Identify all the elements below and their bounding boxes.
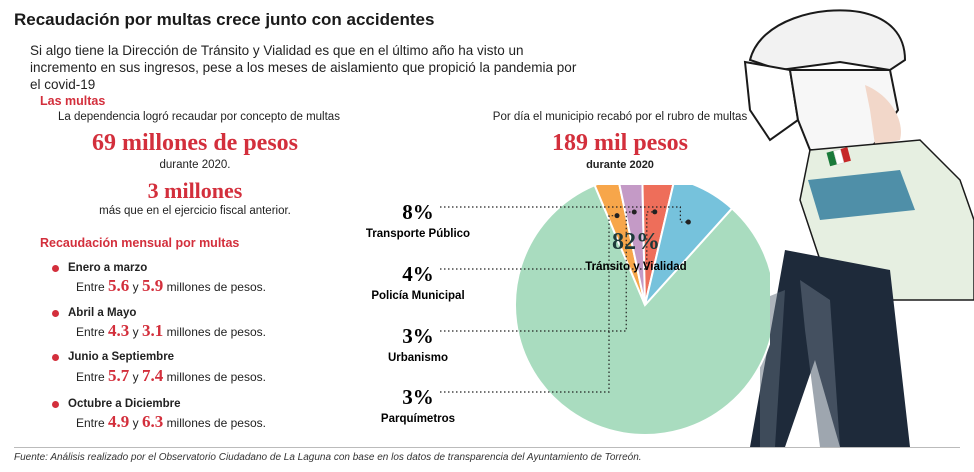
period-range: Entre 4.9 y 6.3 millones de pesos. <box>76 412 266 431</box>
leader-dot <box>614 213 620 219</box>
leader-dot <box>652 209 658 215</box>
pie-chart: 82% Tránsito y Vialidad 8% Transporte Pú… <box>366 185 770 436</box>
slice-value-label: 4% <box>402 262 434 286</box>
slice-category-label: Transporte Público <box>366 228 470 240</box>
period-range: Entre 5.6 y 5.9 millones de pesos. <box>76 276 266 295</box>
bullet-icon <box>52 265 59 272</box>
pie-slices <box>514 185 770 436</box>
slice-category-label: Tránsito y Vialidad <box>585 261 686 273</box>
pie-slice-parquímetros <box>593 185 646 306</box>
period-name: Octubre a Diciembre <box>68 398 181 410</box>
period-name: Enero a marzo <box>68 262 148 274</box>
bullet-icon <box>52 401 59 408</box>
daily-amount: 189 mil pesos <box>551 130 688 156</box>
section-title-mensual: Recaudación mensual por multas <box>40 236 240 250</box>
slice-category-label: Policía Municipal <box>371 290 464 302</box>
slice-category-label: Parquímetros <box>381 413 455 425</box>
right-subtitle: Por día el municipio recabó por el rubro… <box>492 111 748 123</box>
slice-value-label: 82% <box>612 229 660 255</box>
page-title: Recaudación por multas crece junto con a… <box>14 10 435 29</box>
slice-value-label: 8% <box>402 200 434 224</box>
bullet-icon <box>52 354 59 361</box>
leader-line <box>440 215 618 393</box>
pie-slice-transporte-público <box>644 185 734 306</box>
source-note: Fuente: Análisis realizado por el Observ… <box>14 452 642 463</box>
footer-divider <box>14 447 960 448</box>
leader-line <box>440 211 635 332</box>
leader-dot <box>631 209 637 215</box>
period-range: Entre 4.3 y 3.1 millones de pesos. <box>76 321 266 340</box>
slice-value-label: 3% <box>402 324 434 348</box>
period-range: Entre 5.7 y 7.4 millones de pesos. <box>76 366 266 385</box>
pie-leader-lines <box>440 206 691 393</box>
annual-amount: 69 millones de pesos <box>91 130 298 156</box>
period-name: Abril a Mayo <box>68 307 137 319</box>
increase-amount: 3 millones <box>147 178 243 203</box>
annual-amount-note: durante 2020. <box>159 159 231 171</box>
pie-slice-tránsito-y-vialidad <box>514 185 770 436</box>
period-name: Junio a Septiembre <box>68 351 175 363</box>
section-title-las-multas: Las multas <box>40 94 106 108</box>
daily-amount-note: durante 2020 <box>586 159 654 171</box>
intro-text: Si algo tiene la Dirección de Tránsito y… <box>30 43 577 92</box>
increase-amount-note: más que en el ejercicio fiscal anterior. <box>99 205 291 217</box>
traffic-officer-illustration <box>743 9 974 447</box>
pie-slice-urbanismo <box>618 185 646 306</box>
slice-value-label: 3% <box>402 385 434 409</box>
bullet-icon <box>52 310 59 317</box>
left-subtitle: La dependencia logró recaudar por concep… <box>58 111 340 123</box>
leader-dot <box>685 219 691 225</box>
slice-category-label: Urbanismo <box>388 352 448 364</box>
leader-line <box>440 206 689 223</box>
pie-labels: 82% Tránsito y Vialidad 8% Transporte Pú… <box>366 200 687 425</box>
